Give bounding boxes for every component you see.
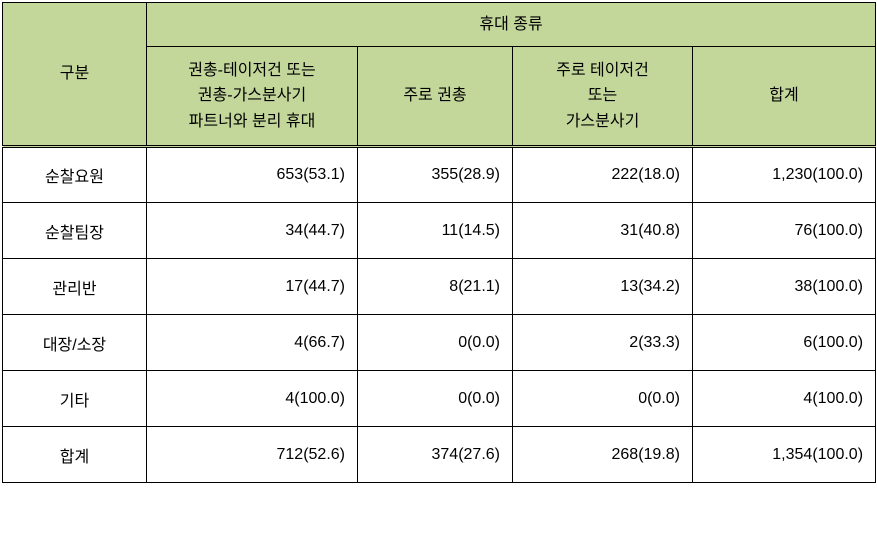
table-cell: 0(0.0) <box>358 371 513 427</box>
table-cell: 17(44.7) <box>147 259 358 315</box>
total-label: 합계 <box>3 427 147 483</box>
table-row: 순찰요원 653(53.1) 355(28.9) 222(18.0) 1,230… <box>3 147 876 203</box>
total-cell: 1,354(100.0) <box>693 427 876 483</box>
table-cell: 31(40.8) <box>513 203 693 259</box>
table-cell: 4(100.0) <box>147 371 358 427</box>
total-row: 합계 712(52.6) 374(27.6) 268(19.8) 1,354(1… <box>3 427 876 483</box>
column-header-3: 합계 <box>693 47 876 147</box>
total-cell: 268(19.8) <box>513 427 693 483</box>
row-label: 관리반 <box>3 259 147 315</box>
table-cell: 34(44.7) <box>147 203 358 259</box>
group-header: 휴대 종류 <box>147 3 876 47</box>
table-cell: 4(100.0) <box>693 371 876 427</box>
table-cell: 38(100.0) <box>693 259 876 315</box>
table-row: 대장/소장 4(66.7) 0(0.0) 2(33.3) 6(100.0) <box>3 315 876 371</box>
column-header-0: 권총-테이저건 또는 권총-가스분사기 파트너와 분리 휴대 <box>147 47 358 147</box>
table-cell: 355(28.9) <box>358 147 513 203</box>
table-row: 관리반 17(44.7) 8(21.1) 13(34.2) 38(100.0) <box>3 259 876 315</box>
row-label: 순찰팀장 <box>3 203 147 259</box>
column-header-1: 주로 권총 <box>358 47 513 147</box>
row-label: 대장/소장 <box>3 315 147 371</box>
table-cell: 11(14.5) <box>358 203 513 259</box>
table-cell: 0(0.0) <box>358 315 513 371</box>
data-table: 구분 휴대 종류 권총-테이저건 또는 권총-가스분사기 파트너와 분리 휴대 … <box>2 2 876 483</box>
total-cell: 374(27.6) <box>358 427 513 483</box>
table-cell: 653(53.1) <box>147 147 358 203</box>
table-cell: 2(33.3) <box>513 315 693 371</box>
table-cell: 1,230(100.0) <box>693 147 876 203</box>
table-cell: 0(0.0) <box>513 371 693 427</box>
table-cell: 4(66.7) <box>147 315 358 371</box>
row-label: 순찰요원 <box>3 147 147 203</box>
column-header-2: 주로 테이저건 또는 가스분사기 <box>513 47 693 147</box>
corner-header: 구분 <box>3 3 147 147</box>
table-cell: 6(100.0) <box>693 315 876 371</box>
table-row: 순찰팀장 34(44.7) 11(14.5) 31(40.8) 76(100.0… <box>3 203 876 259</box>
total-cell: 712(52.6) <box>147 427 358 483</box>
table-cell: 222(18.0) <box>513 147 693 203</box>
row-label: 기타 <box>3 371 147 427</box>
table-cell: 13(34.2) <box>513 259 693 315</box>
table-cell: 76(100.0) <box>693 203 876 259</box>
table-cell: 8(21.1) <box>358 259 513 315</box>
table-row: 기타 4(100.0) 0(0.0) 0(0.0) 4(100.0) <box>3 371 876 427</box>
